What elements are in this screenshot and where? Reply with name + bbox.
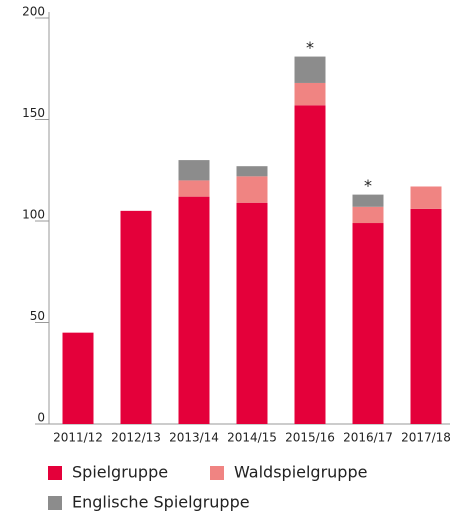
bar-segment xyxy=(352,194,384,207)
bar-segment xyxy=(352,206,384,224)
legend-label: Spielgruppe xyxy=(72,463,168,482)
bar-segment xyxy=(410,208,442,424)
bar-segment xyxy=(294,56,326,83)
bar-segment xyxy=(352,223,384,424)
legend-label: Englische Spielgruppe xyxy=(72,493,250,512)
bar-segment xyxy=(410,186,442,209)
legend-swatch xyxy=(210,466,224,480)
bar-segment xyxy=(178,196,210,424)
bar-segment xyxy=(178,180,210,197)
bar-segment xyxy=(178,160,210,181)
x-tick-label: 2016/17 xyxy=(343,431,393,445)
bar-segment xyxy=(62,332,94,424)
y-tick-label: 150 xyxy=(22,106,45,120)
legend-label: Waldspielgruppe xyxy=(234,463,367,482)
bar-segment xyxy=(120,210,152,424)
bar-segment xyxy=(236,176,268,203)
x-tick-label: 2014/15 xyxy=(227,431,277,445)
y-tick-label: 50 xyxy=(30,309,45,323)
x-tick-label: 2015/16 xyxy=(285,431,335,445)
y-tick-label: 200 xyxy=(22,5,45,19)
bar-segment xyxy=(294,105,326,424)
x-tick-label: 2011/12 xyxy=(53,431,103,445)
y-tick-label: 0 xyxy=(37,411,45,425)
x-tick-label: 2017/18 xyxy=(401,431,450,445)
y-tick-label: 100 xyxy=(22,208,45,222)
x-tick-label: 2013/14 xyxy=(169,431,219,445)
bar-segment xyxy=(236,166,268,177)
legend-swatch xyxy=(48,466,62,480)
x-tick-label: 2012/13 xyxy=(111,431,161,445)
legend-swatch xyxy=(48,496,62,510)
annotation: * xyxy=(364,176,372,195)
bar-segment xyxy=(294,82,326,106)
annotation: * xyxy=(306,38,314,57)
bar-segment xyxy=(236,202,268,424)
